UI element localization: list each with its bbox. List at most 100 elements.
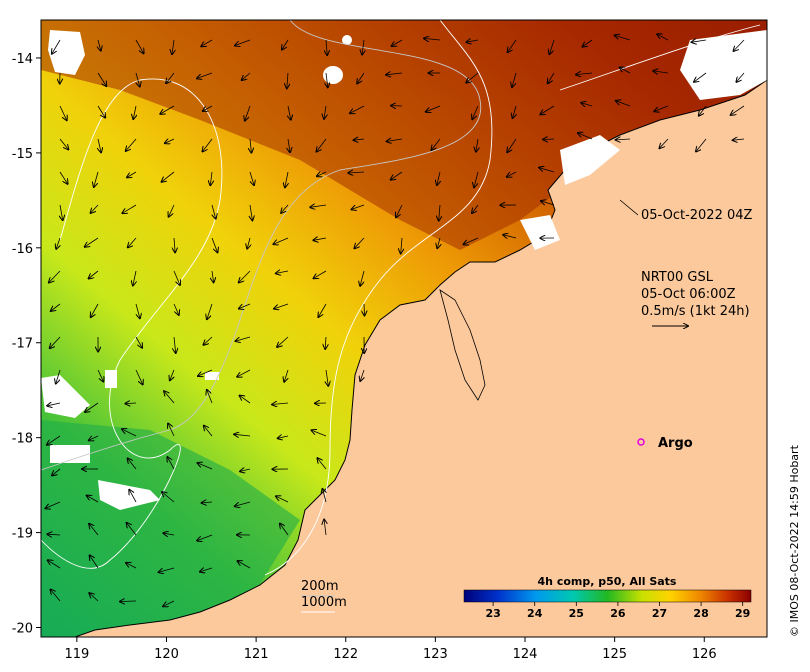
current-arrow [94,171,99,187]
current-arrow [396,204,403,217]
y-tick-label: -19 [12,527,33,542]
current-arrow [51,303,61,311]
current-arrow [472,204,479,213]
current-arrow [240,469,251,471]
current-arrow [326,39,327,55]
current-arrow [288,105,291,120]
current-arrow [165,139,175,143]
x-axis: 119 120 121 122 123 124 125 126 [64,637,717,662]
y-tick-label: -15 [12,147,33,162]
y-tick-label: -14 [12,52,33,67]
current-arrow [204,336,213,345]
current-arrow [133,270,136,285]
current-arrow [198,463,213,470]
y-tick-label: -17 [12,337,33,352]
current-arrow [437,171,440,185]
current-arrow [578,133,593,140]
current-arrow [211,237,218,252]
current-arrow [362,39,364,55]
y-tick-label: -20 [12,622,33,637]
current-arrow [97,72,106,86]
current-arrow [212,270,214,282]
land-mass [75,80,767,637]
current-arrow [549,39,555,54]
current-arrow [548,72,555,83]
current-arrow [350,105,365,113]
x-tick-label: 125 [602,647,627,662]
current-arrow [162,171,175,182]
current-arrow [281,204,289,213]
contour-200m-line [41,20,482,471]
current-arrow [474,171,479,187]
current-arrow [235,501,251,506]
current-arrow [476,138,478,152]
king-sound-inlet [439,289,486,401]
current-arrow [91,204,99,213]
current-arrow [163,600,175,606]
current-arrow [122,204,137,213]
current-arrow [694,72,707,82]
current-arrow [326,72,328,87]
current-arrow [60,204,63,220]
current-arrow [239,270,251,282]
current-arrow [357,72,365,83]
current-arrow [207,303,213,319]
currents-source-label: NRT00 GSL [641,270,714,285]
current-arrow [50,336,61,348]
image-time-label: 05-Oct-2022 04Z [641,208,753,223]
colorbar-tick-label: 23 [485,607,500,620]
current-arrow [540,105,555,114]
colorbar-tick-label: 26 [610,607,626,620]
current-arrow [204,426,213,437]
current-arrow [472,105,479,119]
current-arrow [391,171,403,180]
current-arrow [734,39,745,51]
current-arrow [439,204,440,221]
x-tick-label: 120 [154,647,179,662]
current-arrow [59,138,68,149]
x-tick-label: 124 [513,647,538,662]
currents-scale-label: 0.5m/s (1kt 24h) [641,304,750,319]
current-arrow [354,139,365,140]
current-arrow [392,39,403,46]
colorbar-tick-label: 27 [652,607,667,620]
current-arrow [169,204,175,217]
argo-label: Argo [658,436,693,451]
current-arrow [174,237,175,252]
current-arrow [59,105,67,120]
colorbar-tick-label: 28 [693,607,708,620]
current-arrow [653,71,669,73]
current-arrow [234,434,251,436]
current-arrow [135,369,143,384]
current-arrow [56,369,61,384]
current-arrow [163,533,175,535]
current-arrow [51,590,61,602]
current-arrow [277,336,289,347]
current-arrow [360,369,364,381]
current-arrow [503,235,517,238]
current-arrow [318,303,327,317]
colorbar: 4h comp, p50, All Sats 23 24 25 26 27 28 29 [463,575,752,620]
current-arrow [581,103,593,106]
current-arrow [56,237,60,249]
current-arrow [126,138,137,151]
current-arrow [386,73,403,75]
current-arrow [310,205,327,207]
current-arrow [59,171,68,184]
current-arrow [512,72,517,87]
current-arrow [174,336,176,353]
warm-water-region [41,20,767,250]
current-arrow [235,39,251,46]
current-arrow [173,303,179,315]
current-arrow [657,34,669,41]
current-arrow [128,459,137,470]
current-arrow [207,390,213,404]
x-tick-label: 119 [64,647,89,662]
current-arrow [164,391,175,404]
current-arrow [203,105,213,111]
current-arrow [513,105,516,118]
current-arrow [312,430,327,437]
current-arrow [274,303,289,309]
current-arrow [654,105,669,111]
colorbar-gradient [463,589,752,603]
